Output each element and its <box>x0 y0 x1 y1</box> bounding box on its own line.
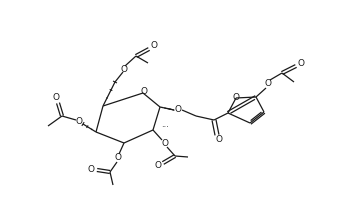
Text: O: O <box>265 79 271 88</box>
Text: O: O <box>141 88 147 97</box>
Text: O: O <box>233 94 240 102</box>
Text: O: O <box>121 64 127 73</box>
Text: O: O <box>52 94 59 102</box>
Text: O: O <box>115 154 121 162</box>
Text: O: O <box>154 162 162 170</box>
Text: O: O <box>162 138 169 148</box>
Text: ···: ··· <box>161 123 169 132</box>
Text: O: O <box>75 117 82 127</box>
Text: O: O <box>216 136 222 144</box>
Text: O: O <box>297 58 305 68</box>
Text: O: O <box>88 166 95 174</box>
Text: O: O <box>174 106 182 114</box>
Text: O: O <box>150 42 158 50</box>
